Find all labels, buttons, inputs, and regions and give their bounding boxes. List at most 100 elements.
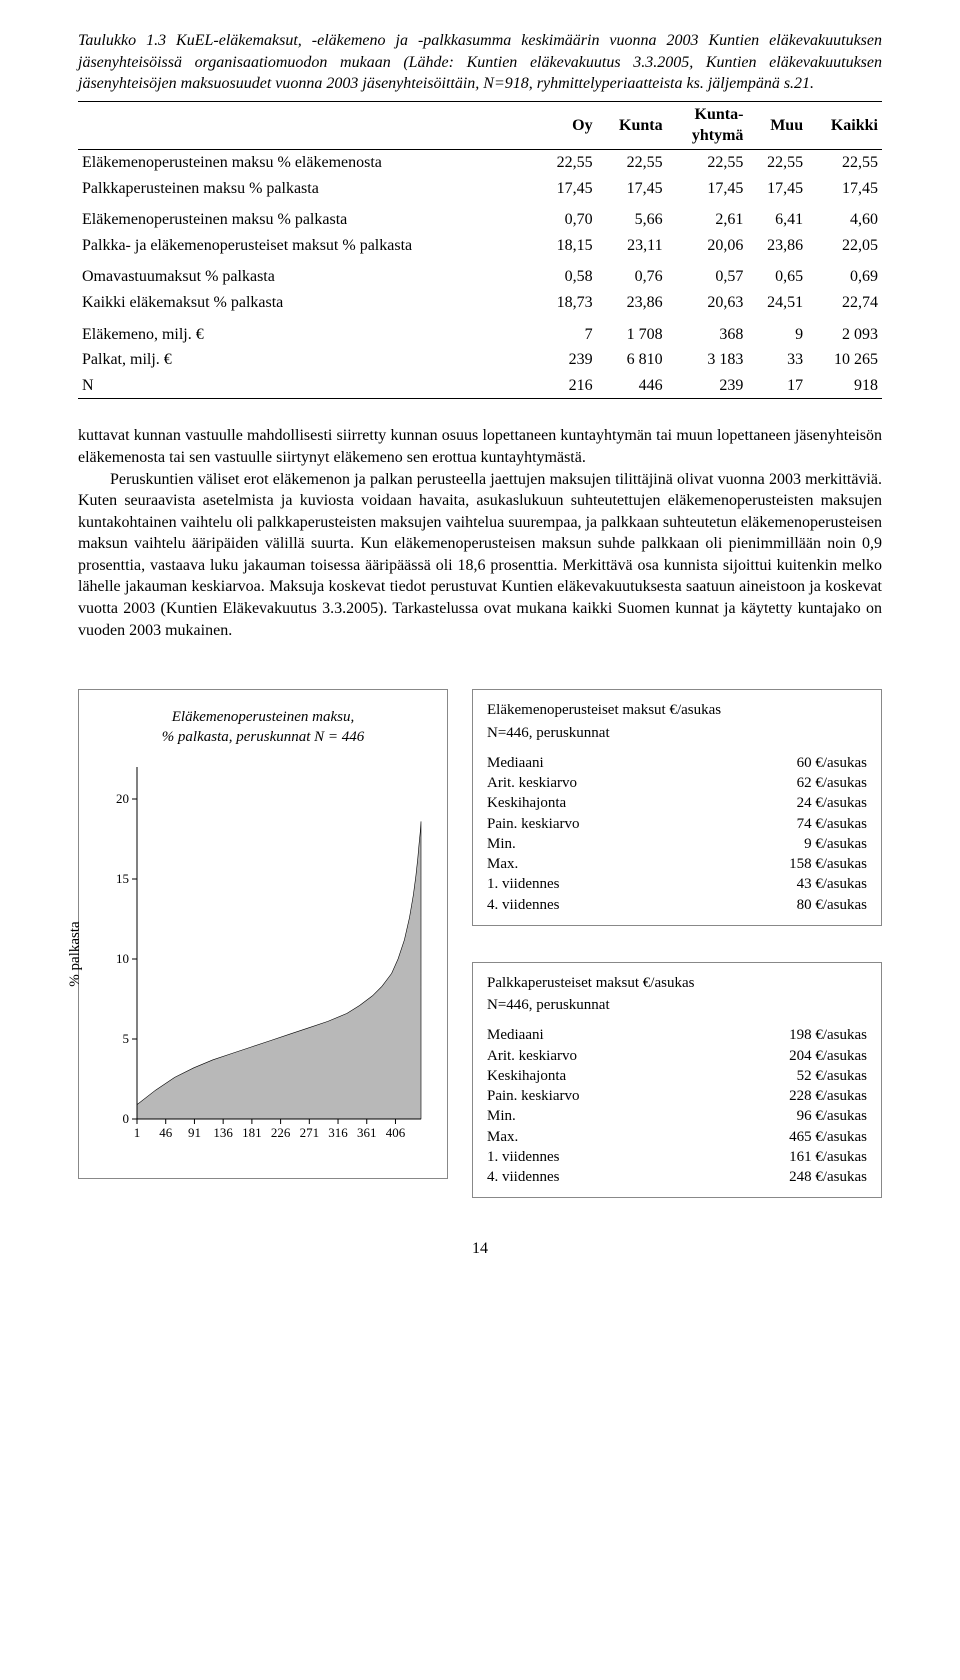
stats-row: Pain. keskiarvo 228 €/asukas <box>487 1086 867 1106</box>
chart-box: Eläkemenoperusteinen maksu, % palkasta, … <box>78 689 448 1179</box>
stats-box-2-title: Palkkaperusteiset maksut €/asukas <box>487 973 867 993</box>
row-label: Eläkemenoperusteinen maksu % eläkemenost… <box>78 149 537 175</box>
table-cell: 20,06 <box>667 233 748 259</box>
stats-label: 1. viidennes <box>487 874 560 894</box>
row-label: N <box>78 373 537 399</box>
stats-label: Keskihajonta <box>487 1066 566 1086</box>
stats-value: 60 €/asukas <box>797 753 867 773</box>
table-cell: 216 <box>537 373 597 399</box>
table-cell: 22,55 <box>747 149 807 175</box>
stats-value: 158 €/asukas <box>789 854 867 874</box>
table-cell: 22,74 <box>807 290 882 316</box>
svg-text:91: 91 <box>188 1125 201 1140</box>
chart-title-line1: Eläkemenoperusteinen maksu, <box>172 709 354 725</box>
table-cell: 23,11 <box>597 233 667 259</box>
chart-title-line2: % palkasta, peruskunnat N = 446 <box>162 729 365 745</box>
stats-value: 62 €/asukas <box>797 773 867 793</box>
stats-row: Min. 96 €/asukas <box>487 1106 867 1126</box>
row-label: Palkat, milj. € <box>78 347 537 373</box>
table-cell: 10 265 <box>807 347 882 373</box>
table-cell: 22,55 <box>597 149 667 175</box>
stats-label: Min. <box>487 1106 516 1126</box>
stats-value: 228 €/asukas <box>789 1086 867 1106</box>
table-cell: 22,55 <box>667 149 748 175</box>
stats-value: 96 €/asukas <box>797 1106 867 1126</box>
col-blank <box>78 101 537 149</box>
stats-label: 4. viidennes <box>487 1167 560 1187</box>
paragraph-2: Peruskuntien väliset erot eläkemenon ja … <box>78 469 882 642</box>
stats-row: 4. viidennes80 €/asukas <box>487 895 867 915</box>
stats-value: 52 €/asukas <box>797 1066 867 1086</box>
table-cell: 7 <box>537 316 597 348</box>
stats-row: Max. 465 €/asukas <box>487 1127 867 1147</box>
table-cell: 17,45 <box>747 176 807 202</box>
stats-value: 465 €/asukas <box>789 1127 867 1147</box>
body-text: kuttavat kunnan vastuulle mahdollisesti … <box>78 425 882 641</box>
stats-row: Keskihajonta 24 €/asukas <box>487 793 867 813</box>
stats-value: 161 €/asukas <box>789 1147 867 1167</box>
table-cell: 0,70 <box>537 201 597 233</box>
stats-label: Keskihajonta <box>487 793 566 813</box>
table-cell: 0,57 <box>667 258 748 290</box>
stats-label: Mediaani <box>487 753 544 773</box>
svg-text:136: 136 <box>213 1125 233 1140</box>
table-cell: 33 <box>747 347 807 373</box>
table-cell: 17,45 <box>807 176 882 202</box>
row-label: Palkka- ja eläkemenoperusteiset maksut %… <box>78 233 537 259</box>
data-table: Oy Kunta Kunta- yhtymä Muu Kaikki Eläkem… <box>78 101 882 400</box>
table-cell: 17,45 <box>667 176 748 202</box>
stats-label: Pain. keskiarvo <box>487 1086 579 1106</box>
stats-box-1-sub: N=446, peruskunnat <box>487 723 867 743</box>
svg-text:181: 181 <box>242 1125 262 1140</box>
table-cell: 18,73 <box>537 290 597 316</box>
table-cell: 446 <box>597 373 667 399</box>
stats-row: 4. viidennes 248 €/asukas <box>487 1167 867 1187</box>
stats-box-2-sub: N=446, peruskunnat <box>487 995 867 1015</box>
chart-title: Eläkemenoperusteinen maksu, % palkasta, … <box>91 708 435 747</box>
stats-value: 204 €/asukas <box>789 1046 867 1066</box>
stats-row: Pain. keskiarvo74 €/asukas <box>487 814 867 834</box>
stats-row: Arit. keskiarvo 204 €/asukas <box>487 1046 867 1066</box>
y-axis-label: % palkasta <box>65 922 85 987</box>
stats-row: 1. viidennes 161 €/asukas <box>487 1147 867 1167</box>
table-cell: 2,61 <box>667 201 748 233</box>
stats-label: Arit. keskiarvo <box>487 773 577 793</box>
table-cell: 239 <box>667 373 748 399</box>
stats-box-1: Eläkemenoperusteiset maksut €/asukas N=4… <box>472 689 882 926</box>
stats-value: 80 €/asukas <box>797 895 867 915</box>
table-cell: 20,63 <box>667 290 748 316</box>
stats-value: 198 €/asukas <box>789 1025 867 1045</box>
svg-text:271: 271 <box>300 1125 320 1140</box>
table-cell: 0,58 <box>537 258 597 290</box>
table-caption: Taulukko 1.3 KuEL-eläkemaksut, -eläkemen… <box>78 30 882 95</box>
table-cell: 18,15 <box>537 233 597 259</box>
stats-label: Arit. keskiarvo <box>487 1046 577 1066</box>
stats-value: 248 €/asukas <box>789 1167 867 1187</box>
stats-label: 1. viidennes <box>487 1147 560 1167</box>
stats-row: Keskihajonta 52 €/asukas <box>487 1066 867 1086</box>
table-cell: 23,86 <box>597 290 667 316</box>
col-oy: Oy <box>537 101 597 149</box>
stats-value: 43 €/asukas <box>797 874 867 894</box>
stats-value: 24 €/asukas <box>797 793 867 813</box>
table-cell: 3 183 <box>667 347 748 373</box>
table-cell: 9 <box>747 316 807 348</box>
row-label: Omavastuumaksut % palkasta <box>78 258 537 290</box>
svg-text:15: 15 <box>116 871 129 886</box>
col-kunta: Kunta <box>597 101 667 149</box>
table-cell: 22,55 <box>537 149 597 175</box>
table-cell: 5,66 <box>597 201 667 233</box>
table-cell: 2 093 <box>807 316 882 348</box>
table-cell: 0,76 <box>597 258 667 290</box>
svg-text:316: 316 <box>328 1125 348 1140</box>
stats-row: Arit. keskiarvo 62 €/asukas <box>487 773 867 793</box>
stats-row: Mediaani198 €/asukas <box>487 1025 867 1045</box>
stats-box-2: Palkkaperusteiset maksut €/asukas N=446,… <box>472 962 882 1199</box>
stats-label: Max. <box>487 1127 518 1147</box>
stats-row: Min.9 €/asukas <box>487 834 867 854</box>
table-cell: 918 <box>807 373 882 399</box>
table-cell: 6 810 <box>597 347 667 373</box>
table-cell: 0,65 <box>747 258 807 290</box>
table-cell: 22,05 <box>807 233 882 259</box>
svg-text:0: 0 <box>123 1111 130 1126</box>
